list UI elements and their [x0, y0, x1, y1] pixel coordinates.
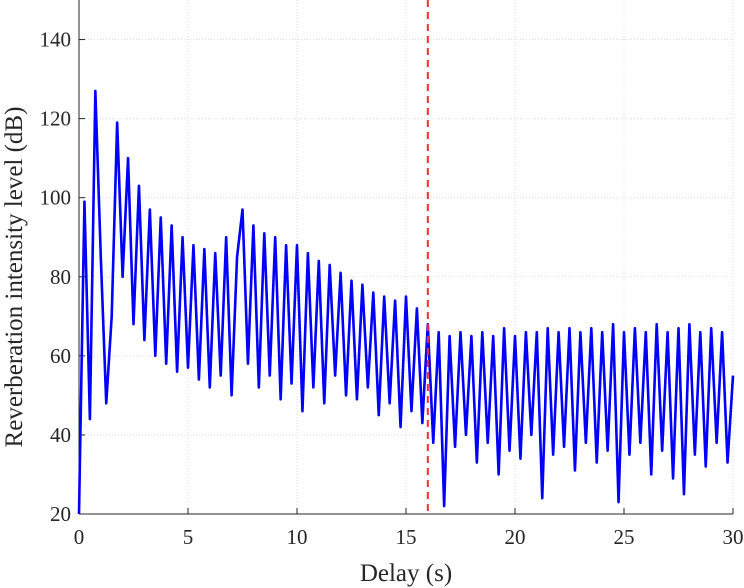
- y-tick-label: 120: [40, 107, 72, 131]
- x-tick-label: 20: [505, 525, 526, 549]
- y-tick-label: 40: [50, 423, 71, 447]
- x-tick-label: 10: [287, 525, 308, 549]
- x-tick-label: 25: [614, 525, 635, 549]
- y-tick-label: 60: [50, 344, 71, 368]
- x-tick-label: 15: [396, 525, 417, 549]
- x-tick-label: 5: [183, 525, 194, 549]
- x-tick-label: 30: [723, 525, 744, 549]
- y-tick-label: 80: [50, 265, 71, 289]
- x-axis-label: Delay (s): [360, 560, 452, 587]
- x-tick-label: 0: [74, 525, 85, 549]
- y-tick-label: 20: [50, 502, 71, 526]
- y-axis-label: Reverberation intensity level (dB): [1, 107, 28, 448]
- y-tick-label: 100: [40, 186, 72, 210]
- series-line: [77, 89, 735, 515]
- y-tick-label: 140: [40, 28, 72, 52]
